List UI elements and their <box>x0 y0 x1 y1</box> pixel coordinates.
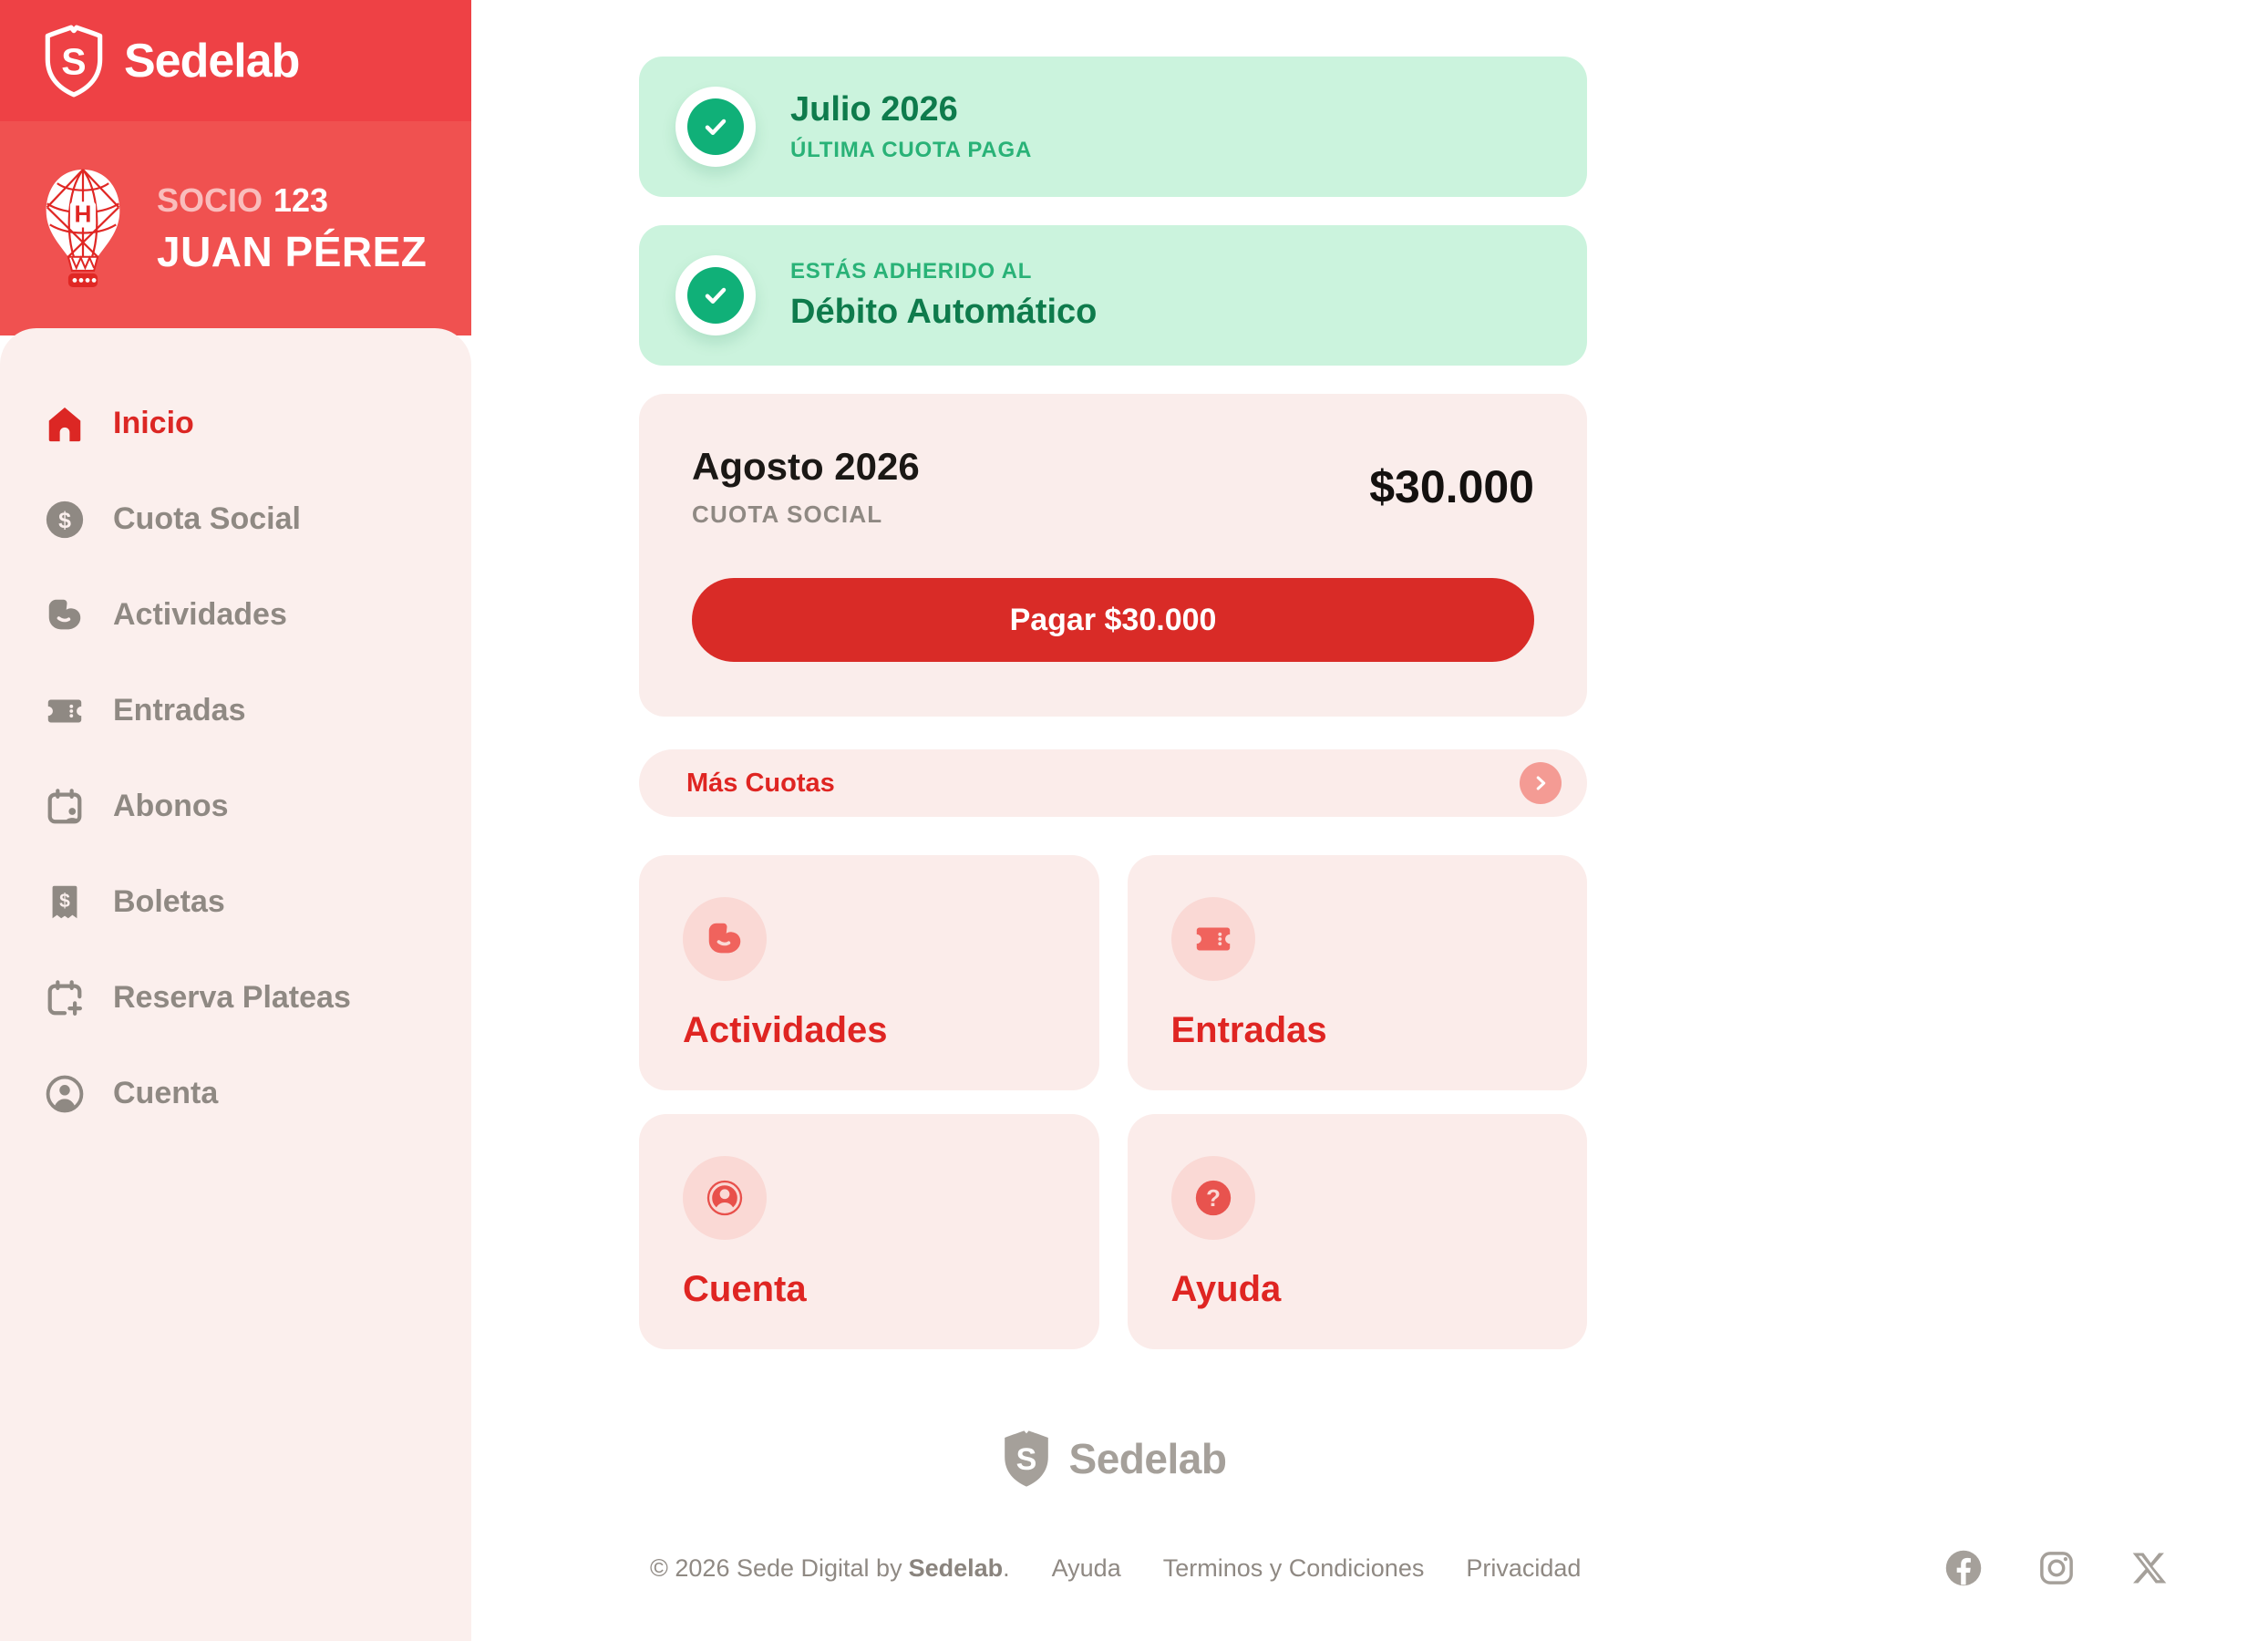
dollar-circle-icon: $ <box>44 499 86 541</box>
sidebar-item-label: Abonos <box>113 789 229 823</box>
sidebar-item-label: Boletas <box>113 884 225 919</box>
calendar-user-icon <box>44 786 86 828</box>
footer-link-ayuda[interactable]: Ayuda <box>1051 1553 1121 1582</box>
instagram-icon[interactable] <box>2036 1548 2077 1588</box>
sidebar-item-label: Cuenta <box>113 1076 219 1110</box>
sidebar-item-cuota-social[interactable]: $ Cuota Social <box>0 471 471 567</box>
fee-category: CUOTA SOCIAL <box>692 501 883 528</box>
current-fee-card: Agosto 2026 CUOTA SOCIAL $30.000 Pagar $… <box>639 394 1587 717</box>
sidebar-item-label: Inicio <box>113 406 194 440</box>
check-badge <box>675 87 756 167</box>
fee-month: Agosto 2026 <box>692 445 920 488</box>
facebook-icon[interactable] <box>1943 1548 1984 1588</box>
sidebar-item-inicio[interactable]: Inicio <box>0 376 471 471</box>
bicep-icon <box>683 897 767 981</box>
sidebar-item-entradas[interactable]: Entradas <box>0 663 471 759</box>
sidebar-item-label: Reserva Plateas <box>113 980 351 1015</box>
sidebar-item-reserva-plateas[interactable]: Reserva Plateas <box>0 950 471 1046</box>
footer-logo-text: Sedelab <box>1068 1435 1227 1482</box>
svg-text:S: S <box>61 40 86 82</box>
sidebar-item-label: Actividades <box>113 597 287 632</box>
debit-status-title: Débito Automático <box>790 293 1098 331</box>
sidebar-item-cuenta[interactable]: Cuenta <box>0 1046 471 1141</box>
shortcut-tiles: Actividades Entradas Cuenta ? Ayuda <box>639 855 1587 1349</box>
brand-name: Sedelab <box>124 34 300 88</box>
user-info: H SOCIO 123 JUAN PÉREZ <box>0 121 471 335</box>
member-number: SOCIO 123 <box>157 181 329 219</box>
last-paid-label: ÚLTIMA CUOTA PAGA <box>790 138 1033 162</box>
ticket-icon <box>44 690 86 732</box>
tile-ayuda[interactable]: ? Ayuda <box>1127 1114 1587 1349</box>
tile-actividades[interactable]: Actividades <box>639 855 1099 1090</box>
sidebar-nav: Inicio $ Cuota Social Actividades Entrad… <box>0 328 471 1641</box>
calendar-plus-icon <box>44 977 86 1019</box>
main-content: Julio 2026 ÚLTIMA CUOTA PAGA ESTÁS ADHER… <box>639 57 1587 1490</box>
sedelab-shield-icon: S <box>42 24 106 98</box>
user-circle-icon <box>44 1073 86 1115</box>
copyright: © 2026 Sede Digital by Sedelab. <box>650 1553 1010 1582</box>
svg-text:?: ? <box>1206 1186 1221 1212</box>
footer-link-terminos[interactable]: Terminos y Condiciones <box>1162 1553 1425 1582</box>
footer-logo: S Sedelab <box>639 1428 1587 1490</box>
tile-label: Actividades <box>683 1010 888 1050</box>
bicep-icon <box>44 594 86 636</box>
tile-label: Ayuda <box>1170 1269 1282 1309</box>
sidebar: S Sedelab H <box>0 0 471 1641</box>
debit-status-pretitle: ESTÁS ADHERIDO AL <box>790 259 1033 284</box>
sidebar-item-actividades[interactable]: Actividades <box>0 567 471 663</box>
sidebar-item-label: Entradas <box>113 693 246 728</box>
home-icon <box>44 403 86 445</box>
check-circle-icon <box>687 267 744 324</box>
footer-link-privacidad[interactable]: Privacidad <box>1466 1553 1582 1582</box>
sidebar-item-label: Cuota Social <box>113 501 301 536</box>
member-name: JUAN PÉREZ <box>157 227 428 275</box>
receipt-icon: $ <box>44 882 86 924</box>
tile-label: Entradas <box>1170 1010 1327 1050</box>
last-paid-month: Julio 2026 <box>790 90 958 129</box>
tile-entradas[interactable]: Entradas <box>1127 855 1587 1090</box>
sedelab-shield-icon: S <box>1000 1428 1053 1490</box>
x-icon[interactable] <box>2129 1548 2170 1588</box>
sidebar-item-boletas[interactable]: $ Boletas <box>0 854 471 950</box>
footer: © 2026 Sede Digital by Sedelab. Ayuda Ter… <box>650 1548 2170 1588</box>
more-cuotas-button[interactable]: Más Cuotas <box>639 749 1587 817</box>
svg-text:S: S <box>1015 1442 1036 1477</box>
ticket-icon <box>1170 897 1255 981</box>
sidebar-item-abonos[interactable]: Abonos <box>0 759 471 854</box>
tile-label: Cuenta <box>683 1269 807 1309</box>
svg-text:$: $ <box>58 507 71 532</box>
user-circle-icon <box>683 1156 767 1240</box>
question-icon: ? <box>1170 1156 1255 1240</box>
more-cuotas-label: Más Cuotas <box>686 768 835 798</box>
huracan-balloon-logo: H <box>36 167 129 291</box>
svg-text:H: H <box>75 200 92 227</box>
tile-cuenta[interactable]: Cuenta <box>639 1114 1099 1349</box>
sidebar-brand: S Sedelab <box>0 0 471 121</box>
debit-status-card: ESTÁS ADHERIDO AL Débito Automático <box>639 225 1587 366</box>
pay-button[interactable]: Pagar $30.000 <box>692 578 1534 662</box>
svg-text:$: $ <box>59 890 70 911</box>
last-paid-card: Julio 2026 ÚLTIMA CUOTA PAGA <box>639 57 1587 197</box>
chevron-right-icon <box>1520 762 1562 804</box>
check-circle-icon <box>687 98 744 155</box>
check-badge <box>675 255 756 335</box>
fee-amount: $30.000 <box>1369 461 1534 512</box>
